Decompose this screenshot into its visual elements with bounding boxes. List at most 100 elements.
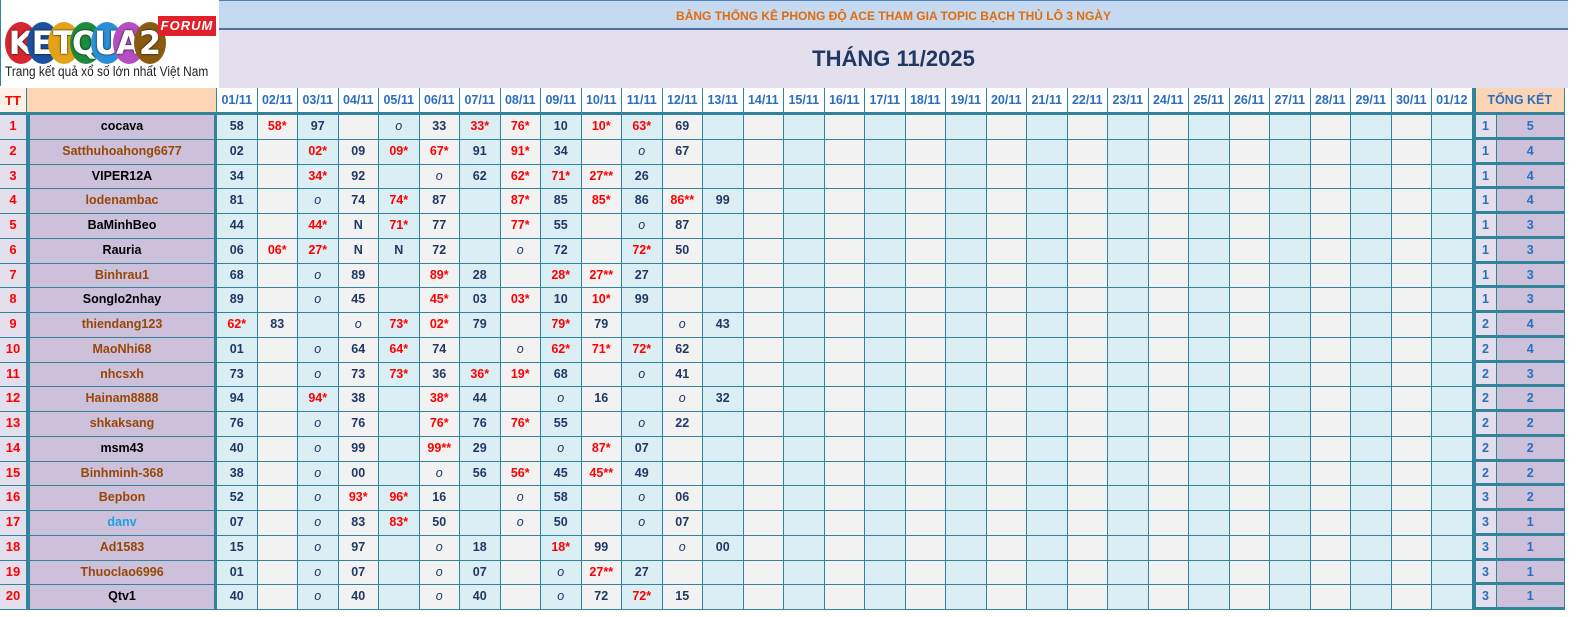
member-name[interactable]: Rauria <box>27 238 217 264</box>
member-name[interactable]: shkaksang <box>27 412 217 437</box>
empty-cell <box>824 313 865 338</box>
member-name[interactable]: VIPER12A <box>27 164 217 190</box>
empty-cell <box>662 461 703 487</box>
empty-cell <box>662 288 703 313</box>
row-number: 1 <box>0 115 27 140</box>
empty-cell <box>1108 115 1149 140</box>
row-number: 5 <box>0 214 27 239</box>
empty-cell <box>905 486 946 511</box>
empty-cell <box>865 288 906 313</box>
summary-round: 1 <box>1472 164 1497 190</box>
empty-cell <box>1027 164 1068 190</box>
member-name[interactable]: Ad1583 <box>27 535 217 561</box>
empty-cell <box>784 436 825 462</box>
empty-cell <box>784 139 825 165</box>
member-name[interactable]: Qtv1 <box>27 585 217 610</box>
empty-cell <box>986 461 1027 487</box>
empty-cell <box>905 238 946 264</box>
result-cell: 99 <box>338 436 379 462</box>
empty-cell <box>1067 313 1108 338</box>
hit-cell: 18* <box>541 535 582 561</box>
empty-cell <box>865 387 906 412</box>
empty-cell <box>1027 139 1068 165</box>
hit-cell: 76* <box>419 412 460 437</box>
result-cell: o <box>419 461 460 487</box>
result-cell: o <box>298 461 339 487</box>
result-cell: 06 <box>217 238 258 264</box>
empty-cell <box>1270 139 1311 165</box>
date-header: 10/11 <box>581 88 622 115</box>
hit-cell: 27** <box>581 263 622 289</box>
empty-cell <box>784 535 825 561</box>
summary-score: 3 <box>1496 362 1565 388</box>
result-cell: o <box>541 436 582 462</box>
hit-cell: 02* <box>419 313 460 338</box>
member-name[interactable]: Hainam8888 <box>27 387 217 412</box>
empty-cell <box>905 139 946 165</box>
member-name[interactable]: Thuoclao6996 <box>27 560 217 586</box>
empty-cell <box>784 288 825 313</box>
hit-cell: 71* <box>379 214 420 239</box>
member-name[interactable]: lodenambac <box>27 189 217 214</box>
empty-cell <box>1189 189 1230 214</box>
empty-cell <box>1310 362 1351 388</box>
member-name[interactable]: thiendang123 <box>27 313 217 338</box>
empty-cell <box>1108 313 1149 338</box>
member-name[interactable]: Bepbon <box>27 486 217 511</box>
summary-round: 1 <box>1472 139 1497 165</box>
empty-cell <box>1310 139 1351 165</box>
empty-cell <box>1148 461 1189 487</box>
empty-cell <box>703 139 744 165</box>
empty-cell <box>703 362 744 388</box>
empty-cell <box>1067 461 1108 487</box>
result-cell: o <box>298 585 339 610</box>
member-name[interactable]: cocava <box>27 115 217 140</box>
member-name[interactable]: Binhminh-368 <box>27 461 217 487</box>
summary-round: 1 <box>1472 238 1497 264</box>
member-name[interactable]: BaMinhBeo <box>27 214 217 239</box>
empty-cell <box>1067 164 1108 190</box>
result-cell: 77 <box>419 214 460 239</box>
empty-cell <box>460 511 501 536</box>
empty-cell <box>946 214 987 239</box>
member-name[interactable]: Satthuhoahong6677 <box>27 139 217 165</box>
empty-cell <box>1189 412 1230 437</box>
empty-cell <box>905 214 946 239</box>
empty-cell <box>743 238 784 264</box>
empty-cell <box>257 511 298 536</box>
member-name[interactable]: MaoNhi68 <box>27 337 217 363</box>
member-name[interactable]: danv <box>27 511 217 536</box>
summary-score: 2 <box>1496 412 1565 437</box>
member-name[interactable]: Songlo2nhay <box>27 288 217 313</box>
hit-cell: 28* <box>541 263 582 289</box>
result-cell: 68 <box>541 362 582 388</box>
empty-cell <box>703 115 744 140</box>
empty-cell <box>865 461 906 487</box>
empty-cell <box>662 263 703 289</box>
table-title: BẢNG THỐNG KÊ PHONG ĐỘ ACE THAM GIA TOPI… <box>219 0 1568 30</box>
empty-cell <box>1229 313 1270 338</box>
empty-cell <box>379 585 420 610</box>
empty-cell <box>986 560 1027 586</box>
empty-cell <box>905 313 946 338</box>
empty-cell <box>1148 115 1189 140</box>
result-cell: 44 <box>460 387 501 412</box>
hit-cell: 45* <box>419 288 460 313</box>
result-cell: 92 <box>338 164 379 190</box>
result-cell: o <box>298 263 339 289</box>
hit-cell: 76* <box>500 115 541 140</box>
empty-cell <box>662 560 703 586</box>
member-name[interactable]: Binhrau1 <box>27 263 217 289</box>
hit-cell: 06* <box>257 238 298 264</box>
empty-cell <box>946 164 987 190</box>
empty-cell <box>946 288 987 313</box>
member-name[interactable]: msm43 <box>27 436 217 462</box>
empty-cell <box>1229 288 1270 313</box>
hit-cell: 83* <box>379 511 420 536</box>
empty-cell <box>1229 164 1270 190</box>
empty-cell <box>1189 115 1230 140</box>
result-cell: 38 <box>217 461 258 487</box>
hit-cell: 34* <box>298 164 339 190</box>
member-name[interactable]: nhcsxh <box>27 362 217 388</box>
empty-cell <box>1067 189 1108 214</box>
